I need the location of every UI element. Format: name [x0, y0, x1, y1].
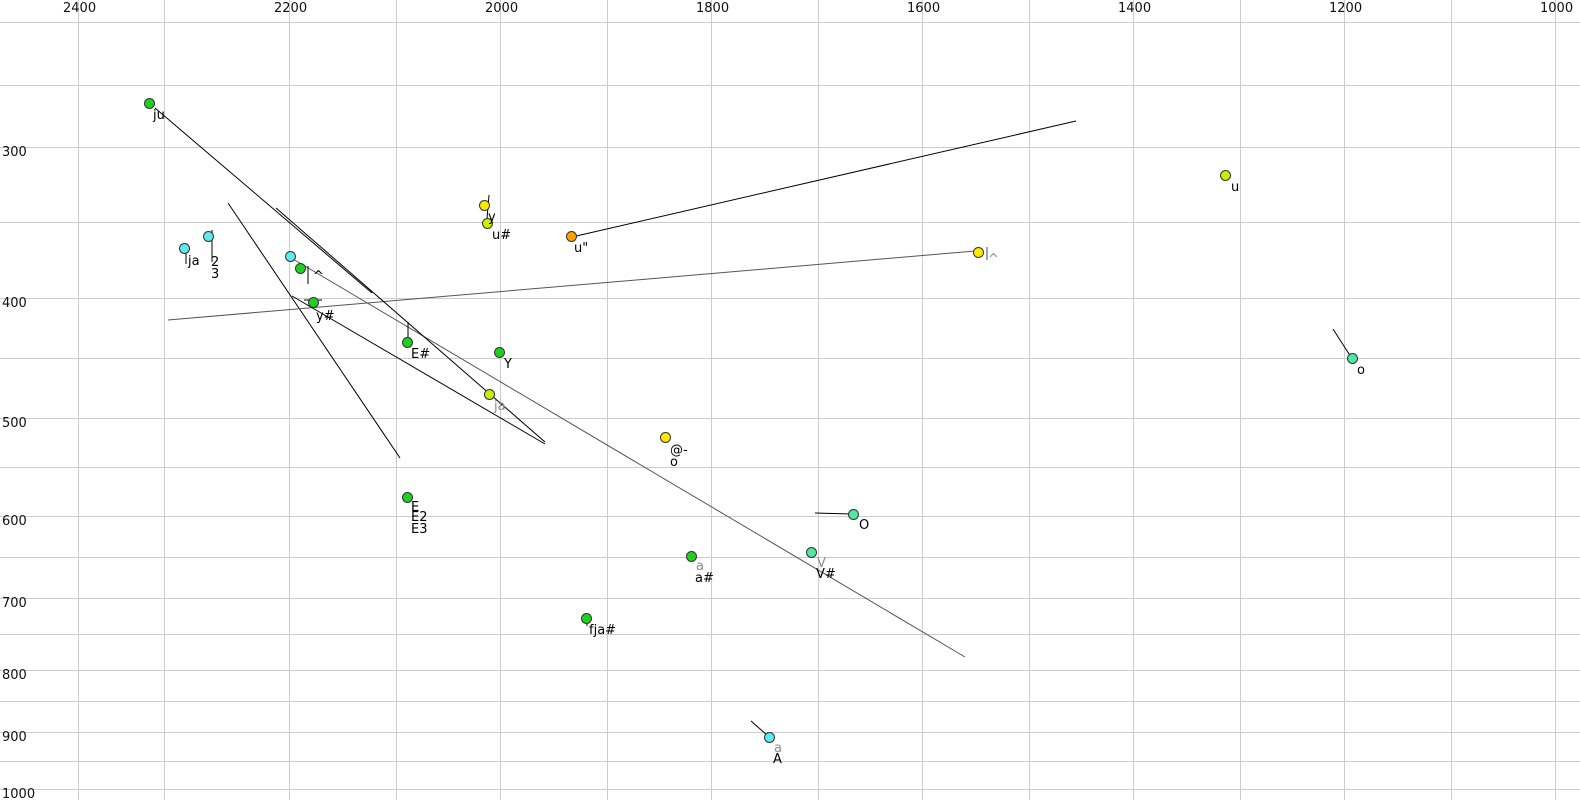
data-point[interactable] [494, 347, 505, 358]
x-axis-tick-label: 1400 [1118, 1, 1152, 16]
data-point[interactable] [848, 509, 859, 520]
x-axis-tick-label: 1000 [1540, 1, 1574, 16]
data-point[interactable] [285, 251, 296, 262]
y-axis-tick-label: 800 [2, 668, 27, 683]
data-point[interactable] [1347, 353, 1358, 364]
data-point-label: o [1357, 363, 1365, 378]
data-point[interactable] [479, 200, 490, 211]
data-point[interactable] [806, 547, 817, 558]
data-point-label: E3 [411, 522, 428, 537]
data-point-label: ^ [988, 252, 999, 267]
data-point-label: ja [494, 399, 506, 414]
data-point-label: E [411, 500, 420, 515]
data-point[interactable] [295, 263, 306, 274]
y-axis-tick-label: 500 [2, 416, 27, 431]
data-point[interactable] [402, 337, 413, 348]
y-axis-tick-label: 1000 [2, 787, 36, 800]
data-point[interactable] [203, 231, 214, 242]
y-axis-tick-label: 400 [2, 296, 27, 311]
x-axis-tick-label: 2000 [485, 1, 519, 16]
data-point-label: E2 [411, 510, 428, 525]
y-axis-tick-label: 600 [2, 514, 27, 529]
data-point-label: y# [316, 309, 335, 324]
data-point-label: ^ [313, 269, 324, 284]
data-point[interactable] [1220, 170, 1231, 181]
data-point[interactable] [484, 389, 495, 400]
data-point-label: V [817, 556, 826, 571]
x-axis-tick-label: 1200 [1329, 1, 1363, 16]
data-point[interactable] [764, 732, 775, 743]
data-point-label: Y [504, 357, 512, 372]
data-point-label: fja# [589, 623, 617, 638]
data-point-label: @- [670, 443, 688, 458]
data-point-label: o [670, 455, 678, 470]
data-point[interactable] [402, 492, 413, 503]
data-point-label: E# [411, 347, 431, 362]
data-point-label: ju [153, 108, 165, 123]
data-point-label: a [696, 559, 704, 574]
data-point[interactable] [581, 613, 592, 624]
y-axis-tick-label: 700 [2, 596, 27, 611]
x-axis-tick-label: 2200 [274, 1, 308, 16]
data-point[interactable] [144, 98, 155, 109]
data-point-label: V# [816, 567, 836, 582]
data-point-label: u# [492, 228, 512, 243]
data-point-label: u [1231, 180, 1240, 195]
data-point[interactable] [308, 297, 319, 308]
data-point[interactable] [660, 432, 671, 443]
x-axis-tick-label: 2400 [63, 1, 97, 16]
data-point-label: y [488, 210, 496, 225]
data-point-label: 2 [211, 255, 220, 270]
data-point-label: a# [695, 571, 714, 586]
data-point[interactable] [482, 218, 493, 229]
x-axis-tick-label: 1800 [696, 1, 730, 16]
data-point-label: ja [188, 254, 200, 269]
data-point-label: 3 [211, 267, 220, 282]
data-point-label: O [859, 518, 870, 533]
y-axis-tick-label: 300 [2, 145, 27, 160]
data-point[interactable] [973, 247, 984, 258]
y-axis-tick-label: 900 [2, 730, 27, 745]
data-point[interactable] [179, 243, 190, 254]
data-point-label: A [773, 752, 782, 767]
data-point[interactable] [566, 231, 577, 242]
x-axis-tick-label: 1600 [907, 1, 941, 16]
data-point-label: a [774, 741, 782, 756]
data-point-label: u" [574, 241, 589, 256]
data-point[interactable] [686, 551, 697, 562]
